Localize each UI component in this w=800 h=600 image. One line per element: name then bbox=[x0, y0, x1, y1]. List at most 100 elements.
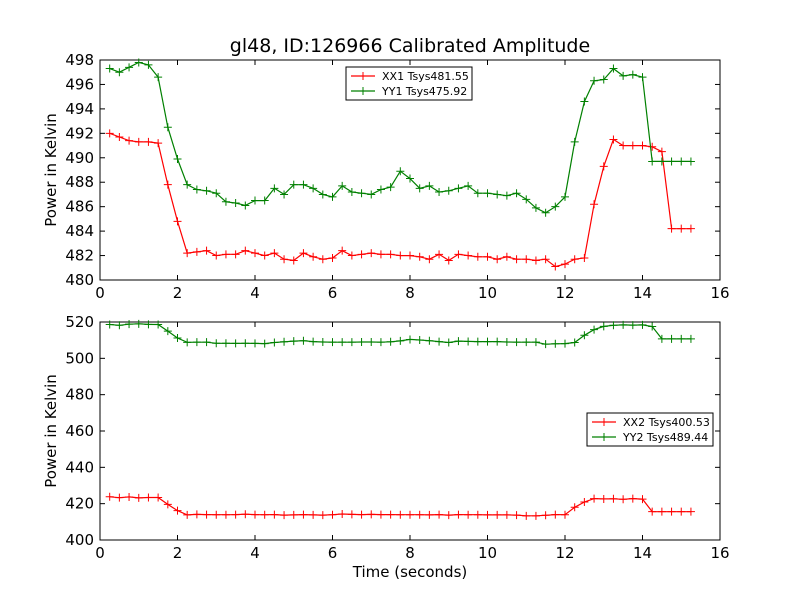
bottom-series-1-point bbox=[173, 506, 182, 515]
bottom-series-2-point bbox=[677, 334, 686, 343]
top-series-2-point bbox=[648, 157, 657, 166]
bottom-series-1-point bbox=[183, 510, 192, 519]
top-y-tick-label: 496 bbox=[65, 75, 94, 93]
bottom-series-2-point bbox=[192, 338, 201, 347]
top-series-2-point bbox=[686, 157, 695, 166]
top-series-1-point bbox=[619, 141, 628, 150]
bottom-series-2-point bbox=[531, 338, 540, 347]
top-series-2-point bbox=[531, 203, 540, 212]
top-series-1-point bbox=[154, 139, 163, 148]
bottom-series-2-point bbox=[551, 339, 560, 348]
top-series-1-point bbox=[125, 136, 134, 145]
bottom-x-tick-label: 4 bbox=[250, 544, 260, 562]
top-x-tick-label: 8 bbox=[405, 284, 415, 302]
bottom-series-1-point bbox=[657, 507, 666, 516]
top-x-tick-label: 6 bbox=[328, 284, 338, 302]
top-series-2-point bbox=[464, 181, 473, 190]
top-series-1-point bbox=[231, 250, 240, 259]
bottom-series-1-point bbox=[686, 507, 695, 516]
top-series-2-point bbox=[318, 190, 327, 199]
top-series-2-point bbox=[212, 189, 221, 198]
bottom-series-2-point bbox=[522, 338, 531, 347]
bottom-series-2-point bbox=[425, 336, 434, 345]
top-series-2-point bbox=[154, 73, 163, 82]
top-series-2-point bbox=[406, 174, 414, 183]
top-series-2-point bbox=[270, 184, 279, 193]
top-series-1-point bbox=[367, 249, 376, 258]
top-series-1-point bbox=[386, 250, 395, 259]
top-series-1-point bbox=[212, 251, 221, 260]
top-series-2-point bbox=[115, 68, 124, 77]
top-series-1-point bbox=[444, 256, 453, 265]
bottom-series-1-point bbox=[125, 492, 134, 501]
bottom-series-2-point bbox=[134, 319, 143, 328]
top-y-tick-label: 484 bbox=[65, 222, 94, 240]
top-series-1-point bbox=[144, 137, 153, 146]
top-series-1-point bbox=[435, 250, 444, 259]
top-series-2-point bbox=[338, 181, 347, 190]
top-y-tick-label: 482 bbox=[65, 247, 94, 265]
bottom-series-2-point bbox=[541, 340, 550, 349]
bottom-series-2-point bbox=[163, 327, 172, 336]
top-series-2-point bbox=[619, 71, 628, 80]
bottom-series-1-point bbox=[667, 507, 676, 516]
bottom-series-2-point bbox=[376, 338, 385, 347]
top-series-1-point bbox=[599, 162, 608, 171]
bottom-series-2-point bbox=[328, 338, 337, 347]
top-series-1-point bbox=[502, 252, 511, 261]
top-series-2-point bbox=[435, 188, 444, 196]
top-series-2-point bbox=[144, 60, 153, 69]
bottom-x-tick-label: 12 bbox=[555, 544, 574, 562]
top-series-1-point bbox=[454, 250, 463, 259]
top-series-1-point bbox=[357, 250, 366, 259]
bottom-series-2-point bbox=[590, 325, 599, 334]
top-series-1-point bbox=[318, 255, 327, 264]
bottom-x-tick-label: 10 bbox=[478, 544, 497, 562]
top-series-1-point bbox=[328, 254, 337, 262]
bottom-series-2-point bbox=[299, 336, 308, 345]
bottom-series-1-point bbox=[144, 493, 153, 502]
bottom-series-1-point bbox=[347, 510, 356, 519]
top-series-1-point bbox=[580, 254, 589, 262]
top-y-axis-label: Power in Kelvin bbox=[42, 113, 60, 227]
top-series-2-point bbox=[638, 73, 647, 82]
bottom-series-2-point bbox=[628, 321, 637, 330]
bottom-series-2-point bbox=[512, 338, 521, 347]
top-series-1-point bbox=[280, 255, 289, 264]
top-series-2-point bbox=[580, 97, 589, 106]
top-series-1-point bbox=[338, 246, 347, 255]
bottom-series-1-point bbox=[561, 510, 569, 519]
bottom-series-2-point bbox=[202, 338, 211, 347]
bottom-series-1-point bbox=[134, 493, 143, 502]
bottom-series-2-point bbox=[686, 334, 695, 343]
bottom-series-2-point bbox=[270, 338, 279, 347]
bottom-series-1-point bbox=[531, 511, 540, 520]
bottom-series-2-point bbox=[241, 339, 250, 348]
top-series-2-point bbox=[376, 185, 385, 194]
top-series-1-point bbox=[570, 255, 579, 264]
bottom-series-1-point bbox=[609, 494, 618, 503]
bottom-series-2-point bbox=[251, 339, 259, 348]
bottom-series-1-point bbox=[251, 510, 259, 519]
top-series-1-point bbox=[473, 252, 482, 261]
bottom-series-1-point bbox=[115, 493, 124, 502]
top-series-2-point bbox=[202, 186, 211, 195]
top-series-1-point bbox=[406, 251, 414, 260]
bottom-series-1-point bbox=[338, 510, 347, 519]
bottom-series-1-point bbox=[406, 510, 414, 519]
top-series-1-point bbox=[241, 246, 250, 255]
top-series-1-point bbox=[105, 129, 114, 138]
top-series-2-point bbox=[541, 208, 550, 217]
top-series-1-point bbox=[677, 224, 686, 233]
bottom-series-2-point bbox=[454, 337, 463, 346]
top-series-2-point bbox=[425, 181, 434, 190]
top-series-2-point bbox=[192, 185, 201, 194]
top-series-1-point bbox=[270, 249, 279, 258]
bottom-series-1-point bbox=[280, 511, 289, 520]
top-series-1-point bbox=[590, 200, 599, 209]
bottom-series-1-point bbox=[289, 510, 298, 519]
top-y-tick-label: 492 bbox=[65, 124, 94, 142]
top-series-2-point bbox=[221, 197, 230, 206]
top-series-1-point bbox=[609, 135, 618, 144]
bottom-legend-label-1: XX2 Tsys400.53 bbox=[623, 416, 710, 429]
